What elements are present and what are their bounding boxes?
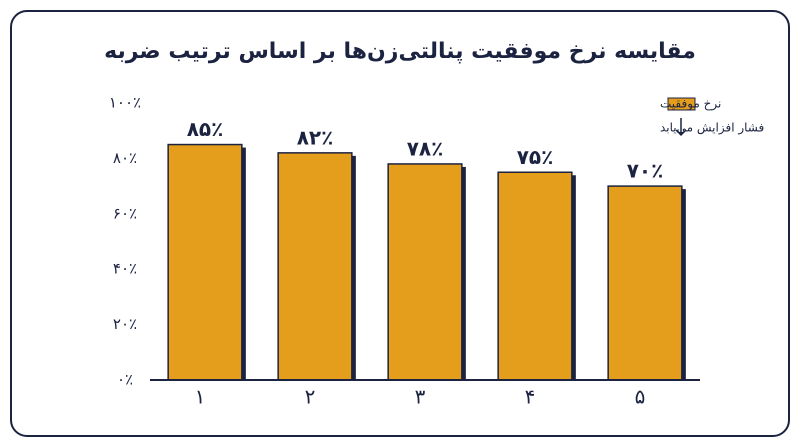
bar xyxy=(167,143,243,381)
annotation: فشار افزایش می‌یابد xyxy=(660,121,764,136)
y-tick-label: ۴۰٪ xyxy=(113,260,137,278)
bar xyxy=(387,163,463,381)
x-tick-label: ۱ xyxy=(195,385,206,409)
x-tick-label: ۴ xyxy=(525,385,536,409)
bar xyxy=(277,152,353,381)
y-tick-label: ۸۰٪ xyxy=(113,149,137,167)
value-label: ۷۸٪ xyxy=(407,136,444,160)
value-label: ۸۲٪ xyxy=(297,125,334,149)
y-tick-label: ۲۰٪ xyxy=(113,315,137,333)
value-label: ۸۵٪ xyxy=(187,117,224,141)
value-label: ۷۵٪ xyxy=(517,145,554,169)
bar xyxy=(497,171,573,381)
chart-title: مقایسه نرخ موفقیت پنالتی‌زن‌ها بر اساس ت… xyxy=(104,39,696,64)
x-tick-label: ۵ xyxy=(635,385,646,409)
y-tick-label: ۱۰۰٪ xyxy=(109,94,141,112)
bar xyxy=(607,185,683,381)
x-tick-label: ۳ xyxy=(415,385,426,409)
legend-swatch xyxy=(667,97,696,111)
y-tick-label: ۰٪ xyxy=(117,371,133,389)
legend-label: نرخ موفقیت xyxy=(660,97,721,112)
annotation-arrow xyxy=(675,118,687,137)
value-label: ۷۰٪ xyxy=(627,159,664,183)
y-tick-label: ۶۰٪ xyxy=(113,204,137,222)
x-tick-label: ۲ xyxy=(305,385,316,409)
